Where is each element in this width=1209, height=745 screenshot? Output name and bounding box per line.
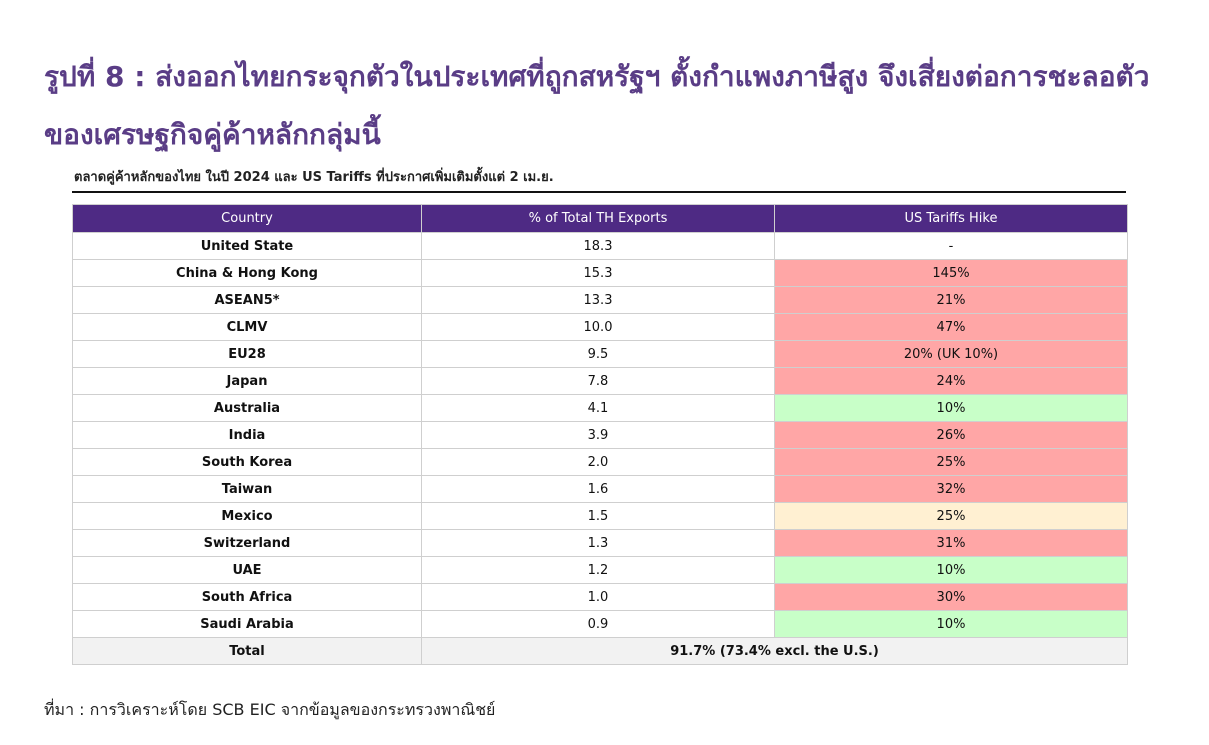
- header-country: Country: [72, 204, 422, 233]
- tariff-cell: 32%: [774, 475, 1128, 503]
- country-cell: South Africa: [72, 583, 422, 611]
- share-cell: 0.9: [421, 610, 775, 638]
- country-cell: India: [72, 421, 422, 449]
- table-header-row: Country % of Total TH Exports US Tariffs…: [72, 204, 1128, 233]
- table-row: Japan 7.8 24%: [72, 367, 1128, 395]
- tariff-cell: 21%: [774, 286, 1128, 314]
- share-cell: 2.0: [421, 448, 775, 476]
- share-cell: 18.3: [421, 232, 775, 260]
- tariff-cell: 24%: [774, 367, 1128, 395]
- country-cell: United State: [72, 232, 422, 260]
- country-cell: South Korea: [72, 448, 422, 476]
- share-cell: 10.0: [421, 313, 775, 341]
- country-cell: Taiwan: [72, 475, 422, 503]
- country-cell: Saudi Arabia: [72, 610, 422, 638]
- country-cell: Australia: [72, 394, 422, 422]
- tariff-cell: 10%: [774, 610, 1128, 638]
- tariff-cell: 10%: [774, 394, 1128, 422]
- table-row: China & Hong Kong 15.3 145%: [72, 259, 1128, 287]
- table-row: EU28 9.5 20% (UK 10%): [72, 340, 1128, 368]
- tariff-cell: 26%: [774, 421, 1128, 449]
- share-cell: 7.8: [421, 367, 775, 395]
- country-cell: China & Hong Kong: [72, 259, 422, 287]
- tariff-cell: 10%: [774, 556, 1128, 584]
- tariff-table: Country % of Total TH Exports US Tariffs…: [72, 204, 1128, 665]
- tariff-cell: 145%: [774, 259, 1128, 287]
- page-title: รูปที่ 8 : ส่งออกไทยกระจุกตัวในประเทศที่…: [44, 60, 1150, 151]
- share-cell: 9.5: [421, 340, 775, 368]
- table-row: Australia 4.1 10%: [72, 394, 1128, 422]
- total-value: 91.7% (73.4% excl. the U.S.): [421, 637, 1128, 665]
- header-share: % of Total TH Exports: [421, 204, 775, 233]
- table-row: UAE 1.2 10%: [72, 556, 1128, 584]
- total-label: Total: [72, 637, 422, 665]
- tariff-cell: 25%: [774, 448, 1128, 476]
- country-cell: ASEAN5*: [72, 286, 422, 314]
- table-row: South Korea 2.0 25%: [72, 448, 1128, 476]
- table-row: India 3.9 26%: [72, 421, 1128, 449]
- country-cell: UAE: [72, 556, 422, 584]
- country-cell: Switzerland: [72, 529, 422, 557]
- country-cell: Japan: [72, 367, 422, 395]
- tariff-cell: -: [774, 232, 1128, 260]
- share-cell: 15.3: [421, 259, 775, 287]
- table-row: Taiwan 1.6 32%: [72, 475, 1128, 503]
- country-cell: EU28: [72, 340, 422, 368]
- table-row: CLMV 10.0 47%: [72, 313, 1128, 341]
- share-cell: 1.3: [421, 529, 775, 557]
- header-tariff: US Tariffs Hike: [774, 204, 1128, 233]
- tariff-cell: 31%: [774, 529, 1128, 557]
- table-row: South Africa 1.0 30%: [72, 583, 1128, 611]
- table-row: Switzerland 1.3 31%: [72, 529, 1128, 557]
- country-cell: CLMV: [72, 313, 422, 341]
- tariff-cell: 47%: [774, 313, 1128, 341]
- share-cell: 1.5: [421, 502, 775, 530]
- share-cell: 3.9: [421, 421, 775, 449]
- tariff-cell: 20% (UK 10%): [774, 340, 1128, 368]
- divider: [72, 191, 1126, 193]
- source-note: ที่มา : การวิเคราะห์โดย SCB EIC จากข้อมู…: [44, 700, 496, 719]
- share-cell: 4.1: [421, 394, 775, 422]
- table-row: United State 18.3-: [72, 232, 1128, 260]
- share-cell: 1.2: [421, 556, 775, 584]
- share-cell: 13.3: [421, 286, 775, 314]
- table-row: Mexico 1.5 25%: [72, 502, 1128, 530]
- tariff-cell: 30%: [774, 583, 1128, 611]
- table-row: ASEAN5* 13.3 21%: [72, 286, 1128, 314]
- table-row: Saudi Arabia 0.9 10%: [72, 610, 1128, 638]
- table-subtitle: ตลาดคู่ค้าหลักของไทย ในปี 2024 และ US Ta…: [74, 170, 554, 185]
- total-row: Total 91.7% (73.4% excl. the U.S.): [72, 637, 1128, 665]
- share-cell: 1.6: [421, 475, 775, 503]
- country-cell: Mexico: [72, 502, 422, 530]
- tariff-cell: 25%: [774, 502, 1128, 530]
- share-cell: 1.0: [421, 583, 775, 611]
